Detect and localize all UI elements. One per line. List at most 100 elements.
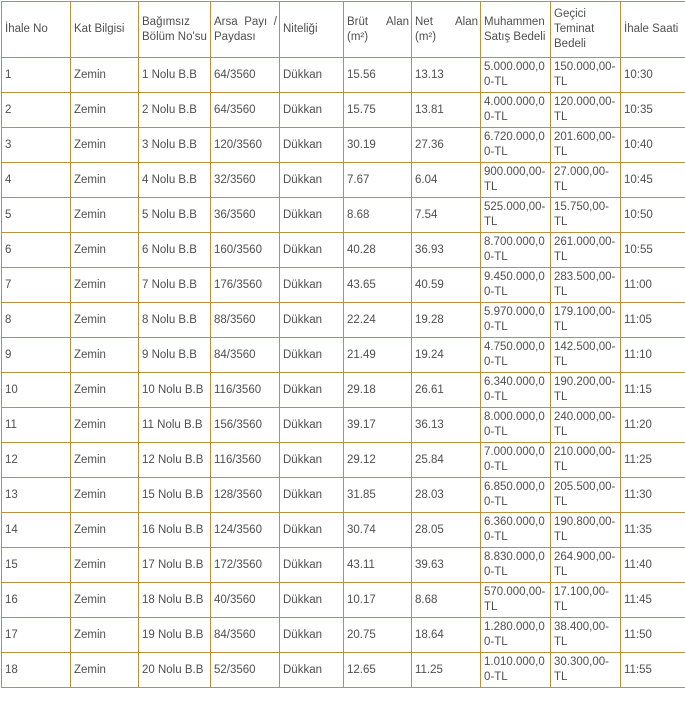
cell-bagimsiz-bolum-nosu: 18 Nolu B.B	[138, 582, 211, 618]
cell-muhammen-satis-bedeli: 7.000.000,00-TL	[480, 442, 551, 478]
cell-kat-bilgisi: Zemin	[70, 57, 139, 93]
table-row: 14 Zemin 16 Nolu B.B 124/3560 Dükkan 30.74 28.…	[1, 512, 685, 548]
cell-niteligi: Dükkan	[279, 407, 344, 443]
table-row: 3 Zemin 3 Nolu B.B 120/3560 Dükkan 30.19 27.36…	[1, 127, 685, 163]
column-header-muhammen-satis-bedeli: Muhammen Satış Bedeli	[480, 1, 551, 58]
cell-bagimsiz-bolum-nosu: 12 Nolu B.B	[138, 442, 211, 478]
cell-gecici-teminat-bedeli: 150.000,00-TL	[550, 57, 621, 93]
cell-ihale-saati: 11:20	[620, 407, 685, 443]
column-header-niteligi: Niteliği	[279, 1, 344, 58]
cell-niteligi: Dükkan	[279, 512, 344, 548]
cell-kat-bilgisi: Zemin	[70, 127, 139, 163]
cell-niteligi: Dükkan	[279, 92, 344, 128]
table-row: 17 Zemin 19 Nolu B.B 84/3560 Dükkan 20.75 18.6…	[1, 617, 685, 653]
cell-ihale-saati: 11:00	[620, 267, 685, 303]
cell-bagimsiz-bolum-nosu: 4 Nolu B.B	[138, 162, 211, 198]
cell-kat-bilgisi: Zemin	[70, 372, 139, 408]
cell-ihale-no: 5	[1, 197, 71, 233]
cell-arsa-payi-paydasi: 64/3560	[210, 57, 280, 93]
cell-kat-bilgisi: Zemin	[70, 617, 139, 653]
cell-ihale-no: 14	[1, 512, 71, 548]
cell-muhammen-satis-bedeli: 525.000,00-TL	[480, 197, 551, 233]
cell-kat-bilgisi: Zemin	[70, 582, 139, 618]
cell-niteligi: Dükkan	[279, 547, 344, 583]
cell-muhammen-satis-bedeli: 9.450.000,00-TL	[480, 267, 551, 303]
cell-brut-alan: 15.75	[343, 92, 412, 128]
cell-gecici-teminat-bedeli: 190.200,00-TL	[550, 372, 621, 408]
cell-ihale-no: 15	[1, 547, 71, 583]
cell-gecici-teminat-bedeli: 142.500,00-TL	[550, 337, 621, 373]
cell-brut-alan: 29.12	[343, 442, 412, 478]
page: İhale No Kat Bilgisi Bağımsız Bölüm No'su A…	[1, 1, 685, 688]
cell-kat-bilgisi: Zemin	[70, 547, 139, 583]
cell-brut-alan: 30.19	[343, 127, 412, 163]
cell-kat-bilgisi: Zemin	[70, 477, 139, 513]
cell-muhammen-satis-bedeli: 1.280.000,00-TL	[480, 617, 551, 653]
cell-ihale-saati: 11:35	[620, 512, 685, 548]
cell-gecici-teminat-bedeli: 30.300,00-TL	[550, 652, 621, 688]
cell-gecici-teminat-bedeli: 264.900,00-TL	[550, 547, 621, 583]
cell-bagimsiz-bolum-nosu: 1 Nolu B.B	[138, 57, 211, 93]
table-row: 12 Zemin 12 Nolu B.B 116/3560 Dükkan 29.12 25.…	[1, 442, 685, 478]
cell-net-alan: 19.24	[411, 337, 481, 373]
cell-ihale-no: 11	[1, 407, 71, 443]
cell-bagimsiz-bolum-nosu: 6 Nolu B.B	[138, 232, 211, 268]
cell-arsa-payi-paydasi: 32/3560	[210, 162, 280, 198]
table-row: 6 Zemin 6 Nolu B.B 160/3560 Dükkan 40.28 36.93…	[1, 232, 685, 268]
cell-ihale-no: 13	[1, 477, 71, 513]
cell-ihale-no: 4	[1, 162, 71, 198]
cell-ihale-no: 6	[1, 232, 71, 268]
cell-bagimsiz-bolum-nosu: 2 Nolu B.B	[138, 92, 211, 128]
cell-muhammen-satis-bedeli: 4.750.000,00-TL	[480, 337, 551, 373]
cell-ihale-no: 1	[1, 57, 71, 93]
cell-ihale-saati: 11:10	[620, 337, 685, 373]
table-row: 4 Zemin 4 Nolu B.B 32/3560 Dükkan 7.67 6.04 900…	[1, 162, 685, 198]
cell-kat-bilgisi: Zemin	[70, 92, 139, 128]
cell-brut-alan: 7.67	[343, 162, 412, 198]
cell-net-alan: 26.61	[411, 372, 481, 408]
cell-muhammen-satis-bedeli: 570.000,00-TL	[480, 582, 551, 618]
cell-net-alan: 40.59	[411, 267, 481, 303]
cell-arsa-payi-paydasi: 116/3560	[210, 442, 280, 478]
cell-gecici-teminat-bedeli: 261.000,00-TL	[550, 232, 621, 268]
cell-gecici-teminat-bedeli: 240.000,00-TL	[550, 407, 621, 443]
cell-muhammen-satis-bedeli: 4.000.000,00-TL	[480, 92, 551, 128]
cell-ihale-no: 2	[1, 92, 71, 128]
cell-net-alan: 19.28	[411, 302, 481, 338]
cell-kat-bilgisi: Zemin	[70, 267, 139, 303]
cell-bagimsiz-bolum-nosu: 11 Nolu B.B	[138, 407, 211, 443]
cell-net-alan: 7.54	[411, 197, 481, 233]
cell-net-alan: 25.84	[411, 442, 481, 478]
cell-ihale-saati: 10:35	[620, 92, 685, 128]
cell-niteligi: Dükkan	[279, 57, 344, 93]
cell-bagimsiz-bolum-nosu: 10 Nolu B.B	[138, 372, 211, 408]
cell-net-alan: 36.93	[411, 232, 481, 268]
cell-brut-alan: 30.74	[343, 512, 412, 548]
cell-net-alan: 28.03	[411, 477, 481, 513]
cell-brut-alan: 43.65	[343, 267, 412, 303]
table-row: 9 Zemin 9 Nolu B.B 84/3560 Dükkan 21.49 19.24 4…	[1, 337, 685, 373]
table-row: 16 Zemin 18 Nolu B.B 40/3560 Dükkan 10.17 8.68…	[1, 582, 685, 618]
header-row: İhale No Kat Bilgisi Bağımsız Bölüm No'su A…	[1, 1, 685, 58]
table-row: 10 Zemin 10 Nolu B.B 116/3560 Dükkan 29.18 26.…	[1, 372, 685, 408]
cell-arsa-payi-paydasi: 116/3560	[210, 372, 280, 408]
cell-gecici-teminat-bedeli: 120.000,00-TL	[550, 92, 621, 128]
cell-muhammen-satis-bedeli: 6.340.000,00-TL	[480, 372, 551, 408]
cell-brut-alan: 39.17	[343, 407, 412, 443]
cell-niteligi: Dükkan	[279, 197, 344, 233]
cell-bagimsiz-bolum-nosu: 19 Nolu B.B	[138, 617, 211, 653]
cell-brut-alan: 43.11	[343, 547, 412, 583]
cell-ihale-saati: 11:25	[620, 442, 685, 478]
cell-bagimsiz-bolum-nosu: 9 Nolu B.B	[138, 337, 211, 373]
cell-arsa-payi-paydasi: 64/3560	[210, 92, 280, 128]
column-header-arsa-payi-paydasi: Arsa Payı / Paydası	[210, 1, 280, 58]
cell-niteligi: Dükkan	[279, 372, 344, 408]
cell-brut-alan: 15.56	[343, 57, 412, 93]
cell-niteligi: Dükkan	[279, 442, 344, 478]
cell-ihale-saati: 11:45	[620, 582, 685, 618]
cell-bagimsiz-bolum-nosu: 3 Nolu B.B	[138, 127, 211, 163]
table-row: 1 Zemin 1 Nolu B.B 64/3560 Dükkan 15.56 13.13 5…	[1, 57, 685, 93]
cell-net-alan: 36.13	[411, 407, 481, 443]
cell-gecici-teminat-bedeli: 179.100,00-TL	[550, 302, 621, 338]
cell-ihale-saati: 11:55	[620, 652, 685, 688]
